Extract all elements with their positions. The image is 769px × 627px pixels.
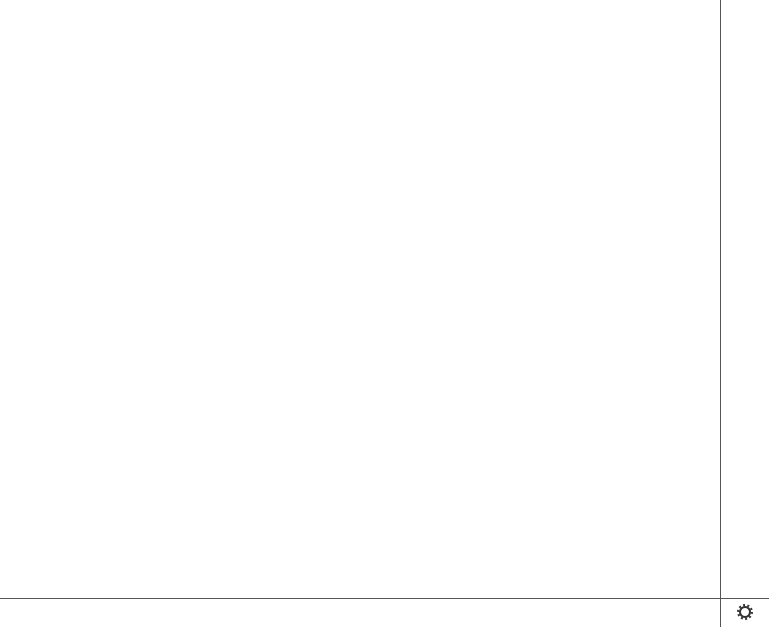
gear-teeth[interactable] (737, 604, 753, 620)
settings-icon[interactable] (737, 604, 753, 620)
gear[interactable] (739, 606, 751, 618)
